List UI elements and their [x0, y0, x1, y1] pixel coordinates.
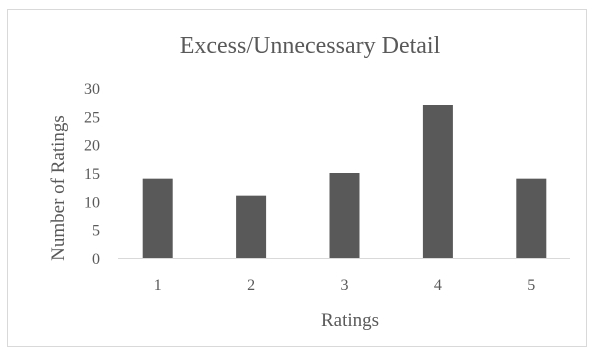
x-tick-label: 1	[154, 277, 162, 294]
y-tick-labels: 0 5 10 15 20 25 30	[84, 81, 100, 268]
x-tick-label: 2	[247, 277, 255, 294]
x-tick-label: 3	[341, 277, 349, 294]
bar	[236, 195, 267, 258]
x-tick-label: 4	[434, 277, 442, 294]
x-tick-labels: 1 2 3 4 5	[154, 277, 536, 294]
x-axis-title: Ratings	[321, 310, 379, 331]
y-tick-label: 20	[84, 138, 100, 155]
x-tick-label: 5	[527, 277, 535, 294]
y-tick-label: 0	[92, 251, 100, 268]
bar	[516, 178, 547, 258]
y-tick-label: 10	[84, 194, 100, 211]
y-tick-label: 25	[84, 109, 100, 126]
y-tick-label: 30	[84, 81, 100, 98]
bars	[142, 105, 547, 258]
bar	[142, 178, 173, 258]
y-tick-label: 15	[84, 166, 100, 183]
chart-frame	[7, 9, 587, 347]
y-axis-title: Number of Ratings	[48, 115, 69, 261]
y-tick-label: 5	[92, 223, 100, 240]
chart-title: Excess/Unnecessary Detail	[180, 33, 441, 59]
bar	[329, 173, 360, 258]
bar	[422, 105, 453, 258]
